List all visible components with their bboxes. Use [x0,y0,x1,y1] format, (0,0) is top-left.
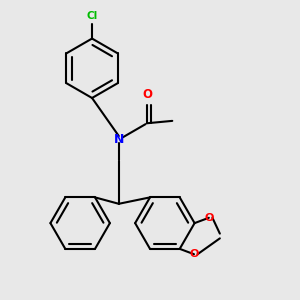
Text: O: O [204,213,214,223]
Text: O: O [189,249,199,259]
Text: Cl: Cl [86,11,98,21]
Text: N: N [114,133,124,146]
Text: O: O [142,88,152,101]
